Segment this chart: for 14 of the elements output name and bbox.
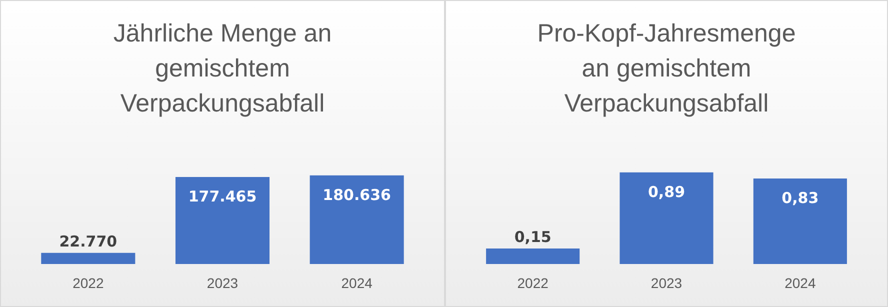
data-label: 0,15 [514, 228, 552, 246]
x-tick-label: 2023 [650, 275, 682, 291]
data-label: 180.636 [322, 186, 391, 204]
data-label: 22.770 [59, 232, 118, 250]
x-tick-label: 2022 [72, 275, 104, 291]
data-label: 177.465 [188, 187, 257, 206]
x-tick-label: 2023 [206, 275, 238, 291]
x-tick-label: 2022 [517, 275, 549, 291]
data-label: 0,83 [782, 189, 819, 208]
data-label: 0,89 [648, 182, 686, 201]
chart-title: Jährliche Menge an gemischtem Verpackungsabfall [113, 20, 332, 118]
chart-title: Pro-Kopf-Jahresmenge an gemischtem Verpackungsabfall [537, 20, 796, 118]
x-tick-label: 2024 [341, 275, 373, 291]
x-tick-label: 2024 [784, 275, 816, 291]
